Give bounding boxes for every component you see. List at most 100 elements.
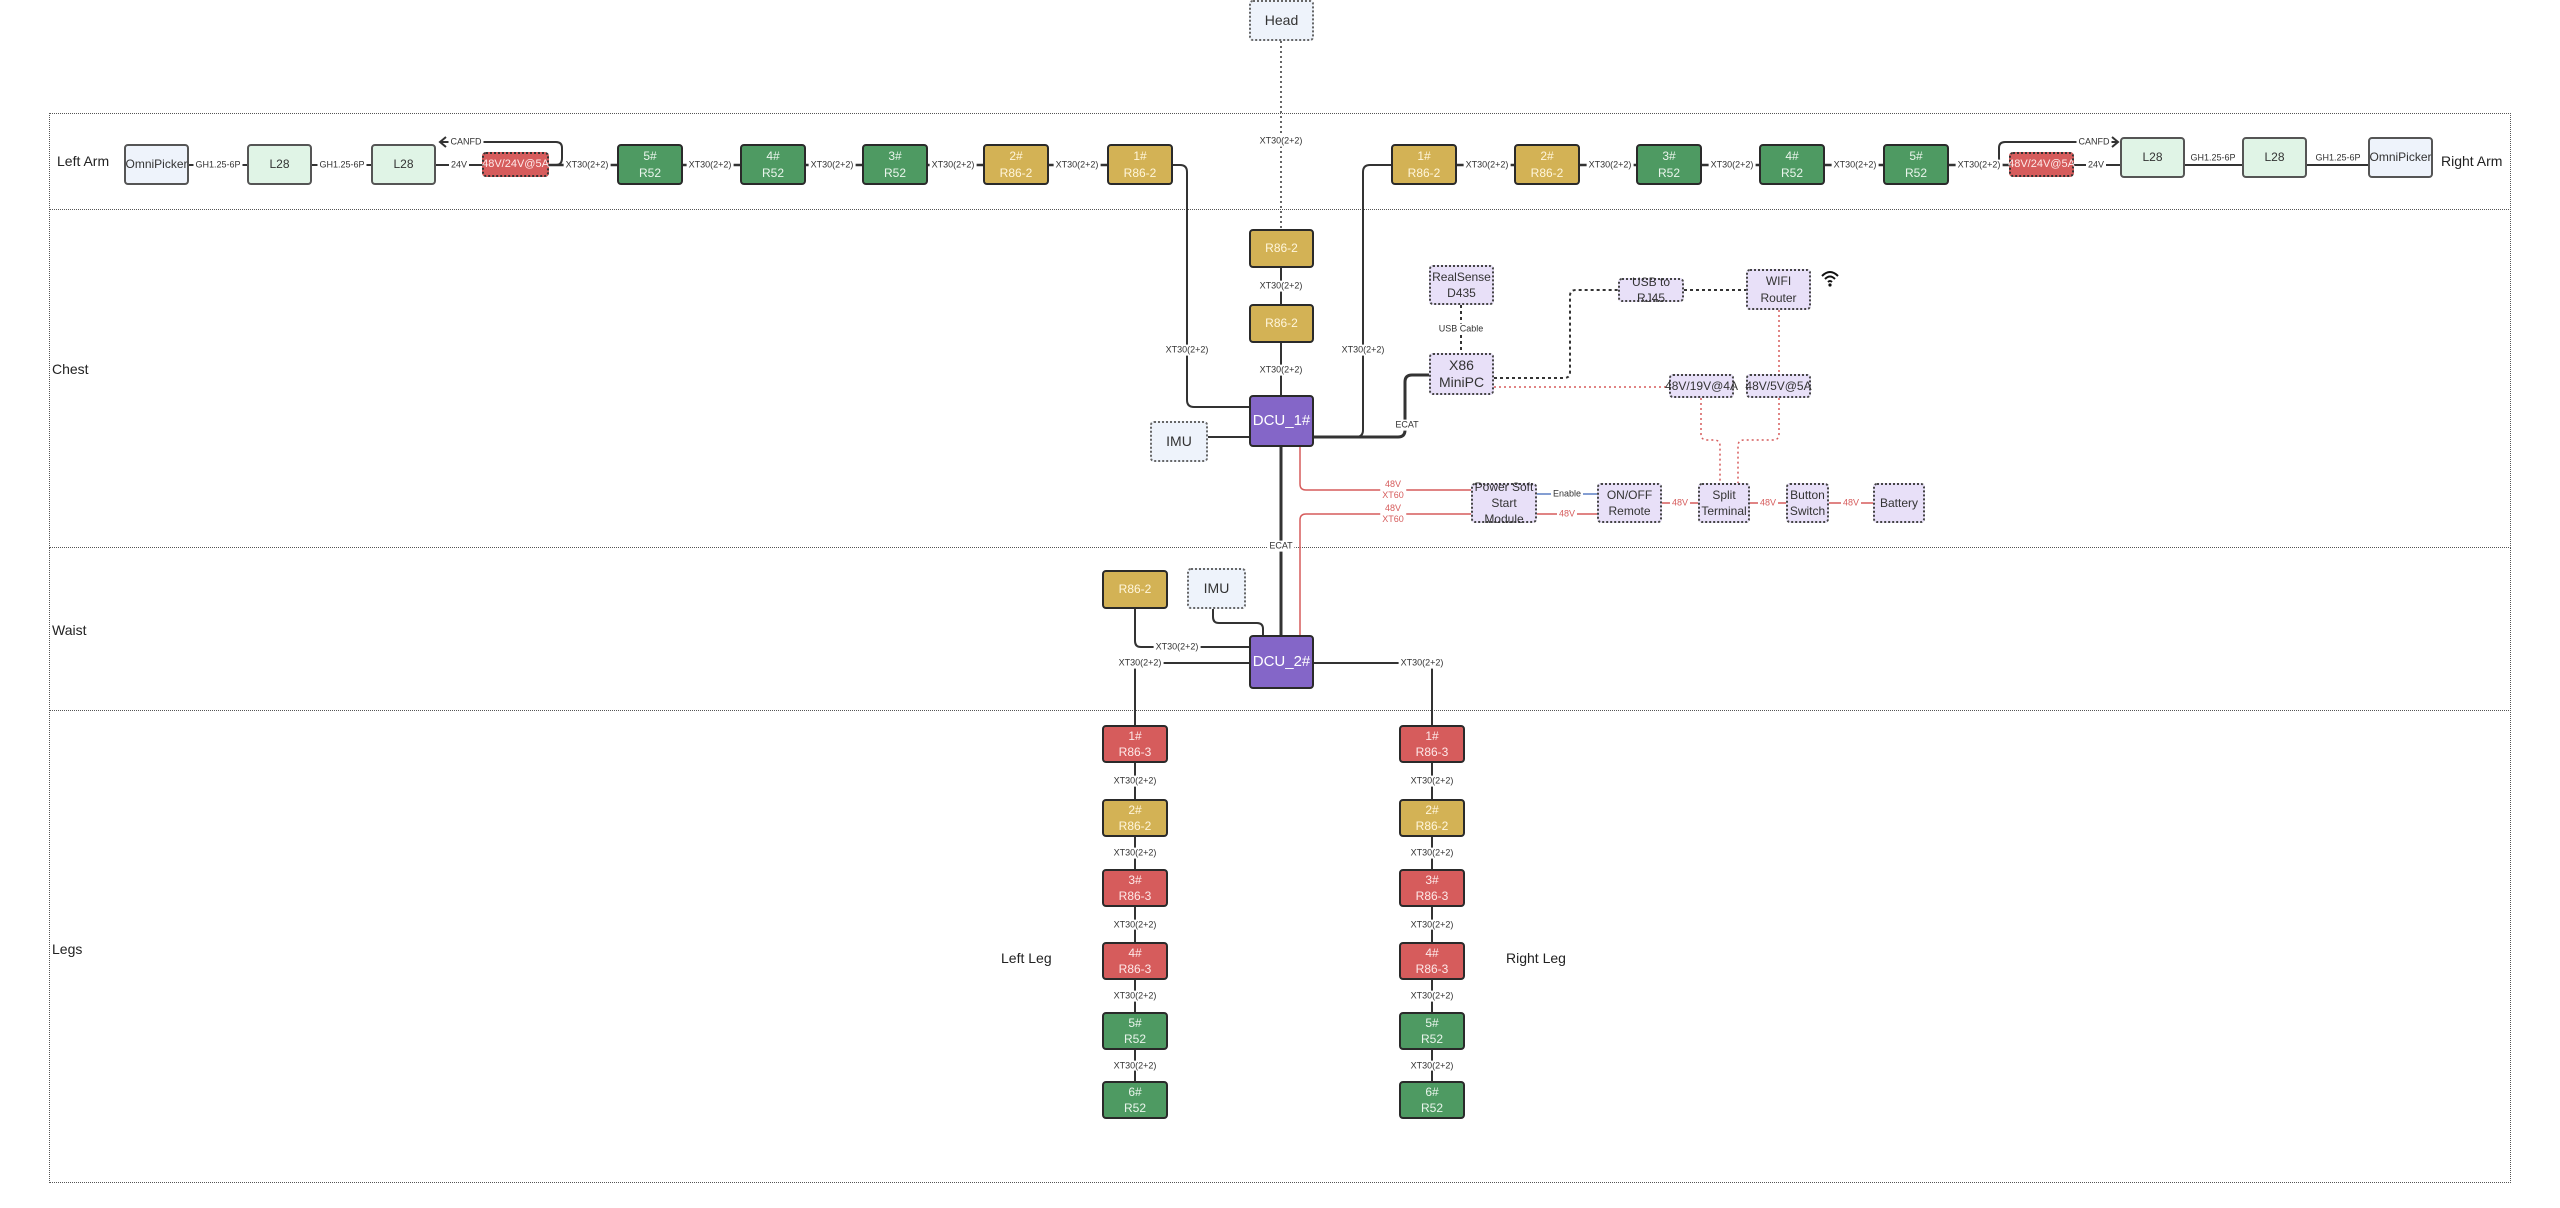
dcdc-48v-19v[interactable]: 48V/19V@4A [1665, 374, 1738, 398]
joint-number: 6# [1425, 1084, 1439, 1099]
left-leg-joint-3[interactable]: 3# R86-3 [1102, 869, 1168, 907]
node-label: D435 [1447, 286, 1476, 300]
right-leg-joint-5[interactable]: 5# R52 [1399, 1012, 1465, 1050]
joint-number: 5# [1425, 1015, 1439, 1030]
node-label: 48V/24V@5A [482, 158, 549, 171]
dcu-2[interactable]: DCU_2# [1249, 635, 1314, 689]
connector: XT60 [1382, 490, 1404, 500]
voltage: 48V [1384, 479, 1402, 490]
chest-r86-2-b[interactable]: R86-2 [1249, 304, 1314, 343]
node-label: DCU_2# [1252, 652, 1311, 670]
right-l28-b[interactable]: L28 [2242, 137, 2307, 178]
node-label: WIFI Router [1760, 274, 1797, 305]
link-label: XT30(2+2) [1153, 641, 1201, 653]
link-label: XT30(2+2) [1053, 159, 1101, 171]
node-label: RealSense [1432, 269, 1491, 284]
dcu-1[interactable]: DCU_1# [1249, 395, 1314, 447]
node-label: Battery [1879, 495, 1918, 510]
canfd-label: CANFD [2076, 136, 2112, 148]
left-leg-joint-1[interactable]: 1# R86-3 [1102, 725, 1168, 763]
left-converter[interactable]: 48V/24V@5A [482, 152, 549, 177]
section-label-legs: Legs [52, 941, 83, 957]
joint-number: 1# [1425, 728, 1439, 743]
usb-to-rj45[interactable]: USB to RJ45 [1618, 275, 1684, 305]
link-label: XT30(2+2) [1398, 657, 1446, 669]
right-omnipicker[interactable]: OmniPicker [2368, 137, 2433, 178]
link-label: XT30(2+2) [1586, 159, 1634, 171]
right-l28-a[interactable]: L28 [2120, 137, 2185, 178]
left-arm-joint-3[interactable]: 3# R52 [862, 144, 928, 185]
node-label: OmniPicker [2369, 150, 2432, 165]
right-leg-joint-6[interactable]: 6# R52 [1399, 1081, 1465, 1119]
node-label: L28 [269, 157, 290, 172]
right-arm-joint-3[interactable]: 3# R52 [1636, 144, 1702, 185]
head-label: Head [1264, 12, 1299, 29]
left-leg-joint-6[interactable]: 6# R52 [1102, 1081, 1168, 1119]
link-label: XT30(2+2) [1257, 364, 1305, 376]
link-label: XT30(2+2) [686, 159, 734, 171]
node-label: 48V/24V@5A [2008, 158, 2075, 171]
joint-model: R86-3 [1118, 962, 1152, 976]
section-label-right-arm: Right Arm [2441, 153, 2503, 169]
joint-model: R86-2 [1530, 165, 1564, 180]
node-label: L28 [2264, 150, 2285, 165]
link-label: XT30(2+2) [1708, 159, 1756, 171]
chest-r86-2-a[interactable]: R86-2 [1249, 229, 1314, 268]
realsense-d435[interactable]: RealSense D435 [1429, 265, 1494, 305]
link-label: XT30(2+2) [563, 159, 611, 171]
link-label: XT30(2+2) [1111, 919, 1159, 930]
left-arm-joint-1[interactable]: 1# R86-2 [1107, 144, 1173, 185]
joint-model: R52 [1420, 1032, 1443, 1046]
joint-model: R86-2 [1407, 165, 1441, 180]
right-arm-joint-5[interactable]: 5# R52 [1883, 144, 1949, 185]
joint-number: 4# [766, 149, 780, 164]
link-label: GH1.25-6P [317, 159, 367, 171]
power-label: 48V XT60 [1380, 479, 1406, 501]
link-label: XT30(2+2) [1408, 919, 1456, 930]
joint-model: R52 [1657, 165, 1680, 180]
power-soft-start-module[interactable]: Power Soft Start Module [1471, 480, 1537, 526]
node-label: Start Module [1484, 495, 1524, 527]
left-leg-joint-4[interactable]: 4# R86-3 [1102, 942, 1168, 980]
wifi-router[interactable]: WIFI Router [1746, 269, 1811, 310]
chest-imu[interactable]: IMU [1150, 421, 1208, 462]
left-arm-joint-5[interactable]: 5# R52 [617, 144, 683, 185]
left-l28-a[interactable]: L28 [247, 144, 312, 185]
power-label: 48V [1840, 497, 1862, 509]
right-leg-joint-2[interactable]: 2# R86-2 [1399, 799, 1465, 837]
node-label: MiniPC [1438, 374, 1485, 390]
button-switch[interactable]: Button Switch [1786, 483, 1829, 523]
dcdc-48v-5v[interactable]: 48V/5V@5A [1745, 374, 1812, 398]
link-label: GH1.25-6P [2313, 152, 2363, 164]
waist-imu[interactable]: IMU [1187, 568, 1246, 609]
onoff-remote[interactable]: ON/OFF Remote [1597, 483, 1662, 523]
right-leg-joint-4[interactable]: 4# R86-3 [1399, 942, 1465, 980]
right-arm-joint-1[interactable]: 1# R86-2 [1391, 144, 1457, 185]
right-converter[interactable]: 48V/24V@5A [2008, 152, 2075, 177]
node-label: R86-2 [1118, 582, 1152, 597]
joint-model: R86-3 [1118, 889, 1152, 903]
left-omnipicker[interactable]: OmniPicker [124, 144, 189, 185]
right-leg-joint-1[interactable]: 1# R86-3 [1399, 725, 1465, 763]
joint-model: R86-3 [1415, 745, 1449, 759]
right-arm-joint-2[interactable]: 2# R86-2 [1514, 144, 1580, 185]
left-arm-joint-4[interactable]: 4# R52 [740, 144, 806, 185]
head-node[interactable]: Head [1249, 0, 1314, 41]
left-l28-b[interactable]: L28 [371, 144, 436, 185]
canfd-label: CANFD [448, 136, 484, 148]
x86-minipc[interactable]: X86 MiniPC [1429, 353, 1494, 395]
ecat-label: ECAT [1267, 540, 1295, 552]
battery[interactable]: Battery [1873, 483, 1925, 523]
left-leg-joint-5[interactable]: 5# R52 [1102, 1012, 1168, 1050]
node-label: 48V/19V@4A [1665, 378, 1738, 393]
joint-model: R52 [1123, 1032, 1146, 1046]
waist-r86-2[interactable]: R86-2 [1102, 570, 1168, 609]
right-arm-joint-4[interactable]: 4# R52 [1759, 144, 1825, 185]
link-label: 24V [448, 159, 470, 171]
right-leg-joint-3[interactable]: 3# R86-3 [1399, 869, 1465, 907]
left-leg-joint-2[interactable]: 2# R86-2 [1102, 799, 1168, 837]
joint-number: 1# [1133, 149, 1147, 164]
joint-model: R52 [638, 165, 661, 180]
left-arm-joint-2[interactable]: 2# R86-2 [983, 144, 1049, 185]
split-terminal[interactable]: Split Terminal [1698, 483, 1750, 523]
